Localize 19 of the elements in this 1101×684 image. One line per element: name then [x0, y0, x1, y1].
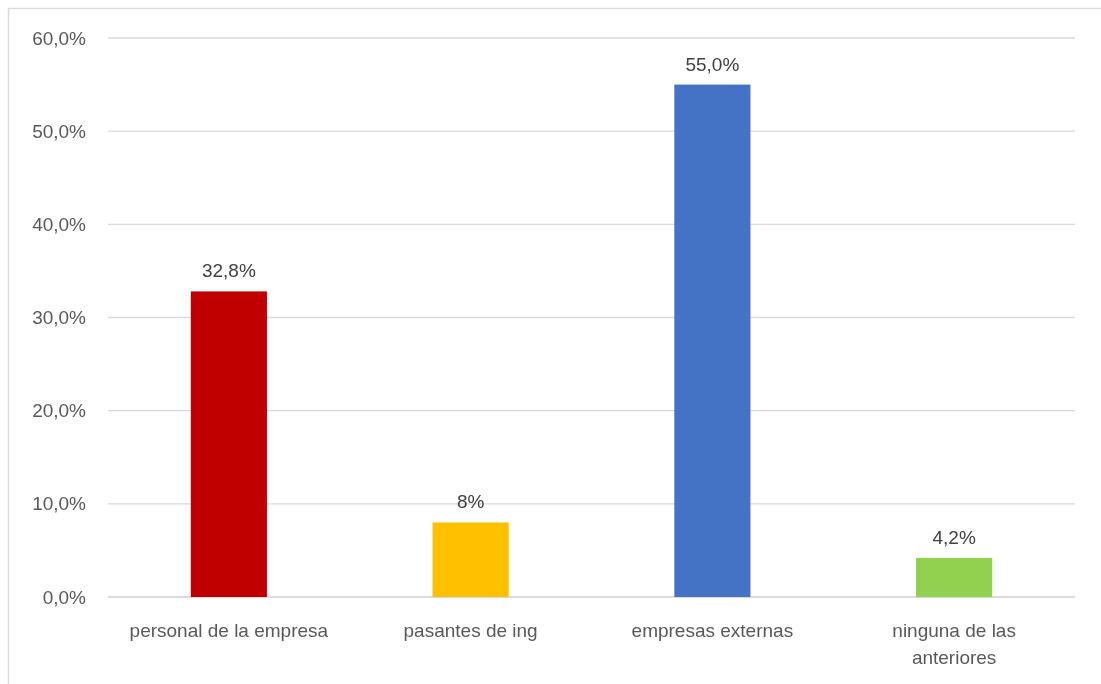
data-label: 32,8%	[201, 260, 256, 282]
x-tick-label: empresas externas	[631, 620, 794, 641]
y-tick-label: 20,0%	[32, 400, 87, 422]
y-tick-label: 0,0%	[42, 586, 87, 608]
bar	[190, 291, 267, 597]
y-tick-label: 10,0%	[32, 493, 87, 515]
x-tick-label: ninguna de las anteriores	[892, 620, 1016, 668]
y-tick-label: 30,0%	[32, 307, 87, 329]
bar	[674, 84, 751, 597]
bar	[916, 557, 993, 597]
data-label: 4,2%	[932, 526, 976, 548]
data-label: 8%	[456, 491, 485, 513]
y-tick-label: 40,0%	[32, 213, 87, 235]
y-tick-label: 50,0%	[32, 120, 87, 142]
data-label: 55,0%	[685, 53, 740, 75]
x-tick-label: personal de la empresa	[129, 620, 329, 641]
y-tick-label: 60,0%	[32, 27, 87, 49]
x-tick-label: pasantes de ing	[403, 620, 538, 641]
bar	[432, 522, 509, 597]
